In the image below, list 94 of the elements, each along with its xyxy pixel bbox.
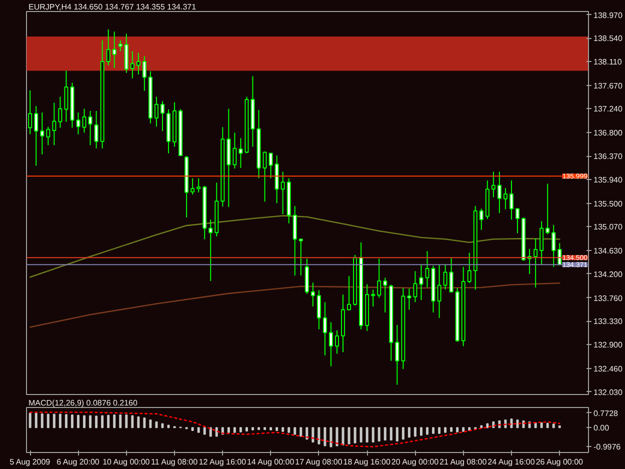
candlestick — [383, 277, 388, 313]
candlestick — [413, 270, 418, 303]
candlestick — [232, 132, 237, 170]
candlestick — [58, 96, 62, 128]
candlestick — [540, 220, 544, 266]
y-tick-label: -0.9976 — [594, 442, 622, 452]
y-tick-label: 133.330 — [594, 317, 623, 326]
x-tick-label: 26 Aug 00:00 — [536, 458, 584, 466]
candlestick — [479, 208, 484, 230]
candlestick — [310, 282, 315, 307]
line-series — [29, 282, 560, 328]
candlestick — [377, 258, 382, 298]
candlestick — [238, 138, 243, 168]
candlestick — [34, 106, 38, 166]
y-tick-label: 132.460 — [594, 364, 623, 374]
candlestick — [509, 180, 514, 220]
candlestick — [407, 288, 412, 310]
line-series — [29, 412, 560, 448]
candlestick — [88, 110, 92, 146]
x-tick-label: 14 Aug 00:00 — [246, 458, 295, 466]
y-tick-label: 136.800 — [594, 128, 623, 138]
candlestick — [449, 258, 454, 293]
chart-title: EURJPY,H4 134.650 134.767 134.355 134.371 — [28, 2, 197, 12]
candlestick — [328, 322, 333, 367]
candlestick — [190, 178, 195, 196]
x-tick-label: 10 Aug 00:00 — [102, 458, 150, 466]
candlestick — [497, 171, 502, 214]
candlestick — [196, 178, 201, 193]
x-tick-label: 24 Aug 16:00 — [488, 458, 536, 466]
y-tick-label: 137.240 — [594, 104, 623, 114]
y-tick-label: 138.970 — [594, 10, 623, 20]
candlestick — [64, 70, 68, 122]
y-tick-label: 134.630 — [594, 246, 623, 256]
y-tick-label: 135.940 — [594, 175, 623, 184]
candlestick — [347, 276, 352, 311]
y-tick-label: 134.200 — [594, 270, 623, 279]
candlestick — [298, 238, 303, 276]
candlestick — [142, 56, 146, 92]
y-tick-label: 137.670 — [594, 81, 623, 90]
x-tick-label: 6 Aug 20:00 — [56, 458, 100, 466]
x-tick-label: 12 Aug 16:00 — [198, 458, 247, 466]
candlestick — [425, 250, 430, 288]
candlestick — [322, 302, 327, 356]
x-tick-label: 18 Aug 16:00 — [343, 458, 391, 466]
candlestick — [76, 112, 80, 135]
candlestick — [437, 264, 442, 318]
candlestick — [28, 90, 32, 135]
y-tick-label: 132.900 — [594, 340, 623, 350]
candlestick — [534, 238, 538, 288]
candlestick — [46, 126, 50, 146]
y-tick-label: 133.760 — [594, 294, 623, 303]
candlestick — [467, 252, 472, 284]
candlestick — [546, 183, 550, 235]
candlestick — [106, 28, 110, 66]
candlestick — [118, 40, 122, 52]
y-tick-label: 135.070 — [594, 222, 623, 232]
candlestick — [491, 171, 496, 198]
candlestick — [130, 50, 134, 79]
x-tick-label: 5 Aug 2009 — [10, 458, 51, 466]
candlestick — [160, 100, 164, 132]
candlestick — [443, 264, 448, 290]
candlestick — [82, 108, 86, 134]
candlestick — [419, 264, 424, 300]
candlestick — [503, 188, 508, 210]
x-tick-label: 11 Aug 08:00 — [151, 458, 198, 466]
candlestick — [268, 152, 273, 179]
candlestick — [40, 112, 44, 155]
candlestick — [552, 224, 556, 268]
y-tick-label: 132.030 — [594, 388, 623, 397]
candlestick — [94, 110, 98, 149]
y-tick-label: 136.370 — [594, 152, 623, 162]
y-tick-label: 0.00 — [594, 424, 610, 433]
y-tick-label: 138.540 — [594, 34, 623, 44]
candlestick — [334, 330, 339, 354]
x-tick-label: 20 Aug 00:00 — [391, 458, 440, 466]
candlestick — [515, 208, 520, 234]
candlestick — [292, 205, 297, 276]
candlestick — [395, 324, 400, 386]
x-tick-label: 17 Aug 08:00 — [295, 458, 343, 466]
candlestick — [112, 31, 116, 68]
x-tick-label: 21 Aug 08:00 — [440, 458, 488, 466]
y-tick-label: 135.500 — [594, 199, 623, 208]
y-tick-label: 0.7728 — [594, 408, 619, 418]
candlestick — [52, 102, 56, 146]
chart-title: MACD(12,26,9) 0.0876 0.2160 — [28, 398, 138, 408]
candlestick — [154, 96, 158, 128]
candlestick — [136, 52, 140, 76]
candlestick — [316, 290, 321, 330]
candlestick — [280, 171, 285, 215]
y-tick-label: 138.110 — [594, 57, 622, 66]
line-series — [29, 215, 560, 278]
candlestick — [262, 151, 267, 202]
candlestick — [371, 289, 376, 307]
candlestick — [208, 219, 213, 282]
